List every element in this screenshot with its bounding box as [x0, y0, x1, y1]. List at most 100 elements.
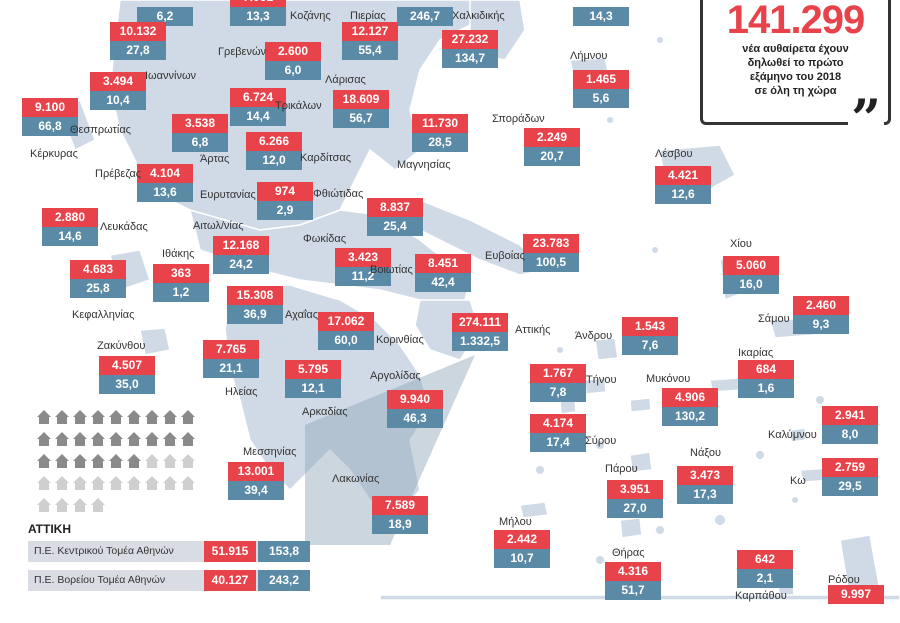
region-marker-mykonos: 4.906 130,2: [662, 388, 718, 426]
new-count: 27.232: [442, 30, 498, 49]
house-icon: [54, 431, 70, 447]
region-marker-ikaria: 684 1,6: [738, 360, 794, 398]
area-value: 100,5: [523, 253, 579, 272]
region-marker-messinia: 13.001 39,4: [228, 462, 284, 500]
region-marker-voiotia-top: 8.837 25,4: [367, 198, 423, 236]
house-icon: [144, 453, 160, 469]
attiki-panel: ΑΤΤΙΚΗ Π.Ε. Κεντρικού Τομέα Αθηνών 51.91…: [28, 522, 310, 599]
house-icon: [90, 475, 106, 491]
region-marker-syros: 4.174 17,4: [530, 414, 586, 452]
region-marker-fthiotida: 974 2,9: [257, 182, 313, 220]
new-count: 5.060: [723, 256, 779, 275]
region-label-achaia: Αχαΐας: [285, 309, 319, 321]
house-icon: [36, 453, 52, 469]
total-value: 141.299: [726, 0, 866, 42]
area-value: 16,0: [723, 275, 779, 294]
caption-line: δηλωθεί το πρώτο: [747, 57, 844, 69]
region-label-fthiotida: Φθιώτιδας: [313, 188, 364, 200]
region-label-sporades: Σποράδων: [492, 113, 545, 125]
attiki-row-name: Π.Ε. Κεντρικού Τομέα Αθηνών: [34, 545, 174, 557]
area-value: 14,3: [573, 7, 629, 26]
attiki-row-name: Π.Ε. Βορείου Τομέα Αθηνών: [34, 574, 166, 586]
region-marker-kefallinia: 4.683 25,8: [70, 260, 126, 298]
region-label-paros: Πάρου: [605, 463, 638, 475]
region-label-lefkada: Λευκάδας: [100, 221, 148, 233]
new-count: 2.442: [494, 530, 550, 549]
region-label-mykonos: Μυκόνου: [646, 373, 691, 385]
region-marker-voiotia: 8.451 42,4: [415, 254, 471, 292]
region-label-kefallinia: Κεφαλληνίας: [72, 309, 135, 321]
area-value: 27,0: [607, 499, 663, 518]
house-icon: [126, 453, 142, 469]
andros-island: [594, 337, 619, 361]
new-count: 7.061: [230, 0, 286, 7]
area-value: 56,7: [333, 109, 389, 128]
region-marker-aitoloakarnania: 12.168 24,2: [213, 236, 269, 274]
region-marker-arkadia: 5.795 12,1: [285, 360, 341, 398]
house-icon: [54, 497, 70, 513]
region-label-thesprotia: Θεσπρωτίας: [70, 124, 131, 136]
new-count: 12.168: [213, 236, 269, 255]
house-icon: [54, 409, 70, 425]
region-label-argolida: Αργολίδας: [370, 370, 421, 382]
area-value: 25,4: [367, 217, 423, 236]
region-marker-lakonia: 7.589 18,9: [372, 496, 428, 534]
new-count: 4.906: [662, 388, 718, 407]
house-icon: [108, 431, 124, 447]
region-label-magnesia: Μαγνησίας: [397, 159, 451, 171]
new-count: 15.308: [227, 286, 283, 305]
house-icon: [126, 475, 142, 491]
attiki-row-area: 243,2: [258, 570, 310, 591]
region-marker-attiki: 274.111 1.332,5: [452, 313, 508, 351]
new-count: 6.266: [246, 132, 302, 151]
new-count: 2.249: [524, 128, 580, 147]
total-callout: 141.299 νέα αυθαίρετα έχουν δηλωθεί το π…: [700, 0, 891, 146]
area-value: 28,5: [412, 133, 468, 152]
region-label-ithaki: Ιθάκης: [162, 248, 195, 260]
new-count: 11.730: [412, 114, 468, 133]
region-label-grevena: Γρεβενών: [218, 46, 267, 58]
area-value: 14,4: [230, 107, 286, 126]
region-marker-andros: 1.543 7,6: [622, 317, 678, 355]
area-value: 12,6: [655, 185, 711, 204]
house-icon: [126, 431, 142, 447]
area-value: 5,6: [573, 89, 629, 108]
region-marker-top-c: 246,7: [397, 0, 453, 26]
houses-pictogram: [36, 408, 204, 518]
region-marker-korinthia: 17.062 60,0: [318, 312, 374, 350]
region-label-arta: Άρτας: [200, 153, 230, 165]
region-label-karditsa: Καρδίτσας: [300, 152, 352, 164]
new-count: 363: [153, 264, 209, 283]
area-value: 21,1: [203, 359, 259, 378]
area-value: 6,8: [172, 133, 228, 152]
area-value: 7,8: [530, 383, 586, 402]
quote-mark-icon: ”: [848, 94, 884, 146]
area-value: 29,5: [822, 477, 878, 496]
house-icon: [72, 431, 88, 447]
new-count: 3.494: [90, 72, 146, 91]
new-count: 274.111: [452, 313, 508, 332]
area-value: 11,2: [335, 267, 391, 286]
new-count: 1.465: [573, 70, 629, 89]
region-marker-lemnos: 1.465 5,6: [573, 70, 629, 108]
region-marker-chios: 5.060 16,0: [723, 256, 779, 294]
region-label-thira: Θήρας: [612, 547, 645, 559]
region-marker-sporades: 2.249 20,7: [524, 128, 580, 166]
house-icon: [162, 431, 178, 447]
new-count: 974: [257, 182, 313, 201]
new-count: 642: [737, 550, 793, 569]
region-marker-kos: 2.759 29,5: [822, 458, 878, 496]
new-count: 23.783: [523, 234, 579, 253]
new-count: 2.880: [42, 208, 98, 227]
total-caption: νέα αυθαίρετα έχουν δηλωθεί το πρώτο εξά…: [717, 42, 874, 98]
region-marker-rodos: 9.997: [828, 585, 884, 623]
new-count: 17.062: [318, 312, 374, 331]
area-value: 10,4: [90, 91, 146, 110]
region-marker-fokida: 3.423 11,2: [335, 248, 391, 286]
area-value: 17,4: [530, 433, 586, 452]
area-value: 1,6: [738, 379, 794, 398]
region-label-lakonia: Λακωνίας: [332, 473, 380, 485]
new-count: 7.589: [372, 496, 428, 515]
area-value: 60,0: [318, 331, 374, 350]
region-label-lemnos: Λήμνου: [570, 50, 608, 62]
